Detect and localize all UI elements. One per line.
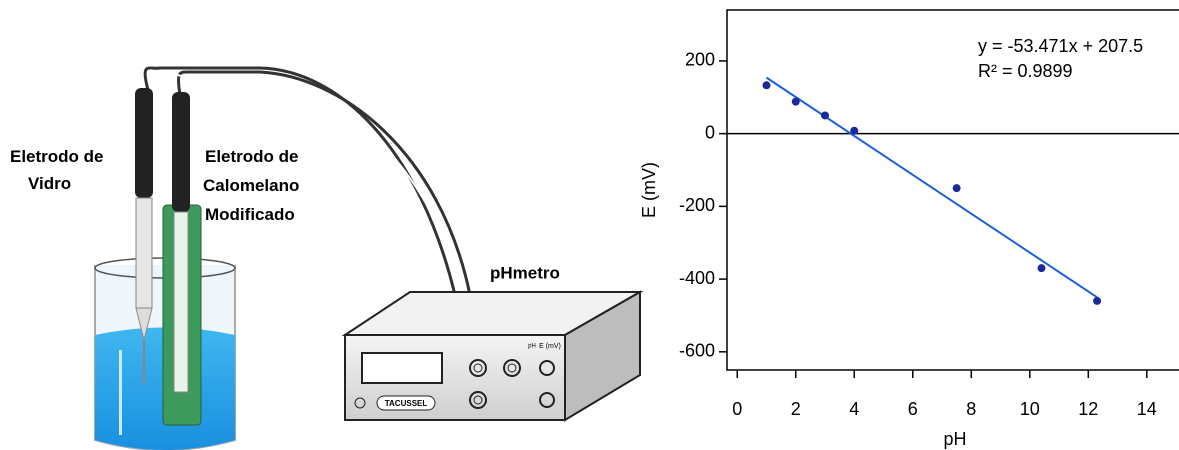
y-axis-label: E (mV) (639, 162, 659, 218)
point (1037, 264, 1046, 273)
x-tick-label: 12 (1078, 399, 1098, 419)
annotation: R² = 0.9899 (978, 61, 1073, 81)
fit-line (765, 76, 1098, 299)
knob-label: pH (528, 344, 536, 350)
y-tick-label: 200 (685, 50, 715, 70)
meter-label: pHmetro (490, 263, 560, 282)
knob-label: E (mV) (539, 343, 561, 350)
y-tick-label: -400 (679, 268, 715, 288)
point (821, 111, 830, 120)
y-tick-label: -600 (679, 341, 715, 361)
calomel-electrode-label: Eletrodo de Calomelano Modificado (203, 147, 299, 224)
x-tick-label: 2 (791, 399, 801, 419)
x-tick-label: 6 (908, 399, 918, 419)
point (791, 97, 800, 106)
x-tick-label: 8 (966, 399, 976, 419)
apparatus (94, 66, 644, 450)
annotation: y = -53.471x + 207.5 (978, 36, 1143, 56)
point (762, 81, 771, 90)
plot-frame (726, 9, 1179, 371)
x-tick-label: 4 (849, 399, 859, 419)
point (850, 126, 859, 135)
y-tick-label: 0 (705, 122, 715, 142)
point (952, 184, 961, 193)
x-tick-label: 14 (1137, 399, 1157, 419)
brand-label: TACUSSEL (385, 399, 428, 408)
x-tick-label: 0 (732, 399, 742, 419)
y-tick-label: -200 (679, 195, 715, 215)
point (1093, 296, 1102, 305)
x-axis-label: pH (943, 429, 966, 449)
glass-electrode-label: Eletrodo de Vidro (10, 147, 104, 193)
x-tick-label: 10 (1020, 399, 1040, 419)
